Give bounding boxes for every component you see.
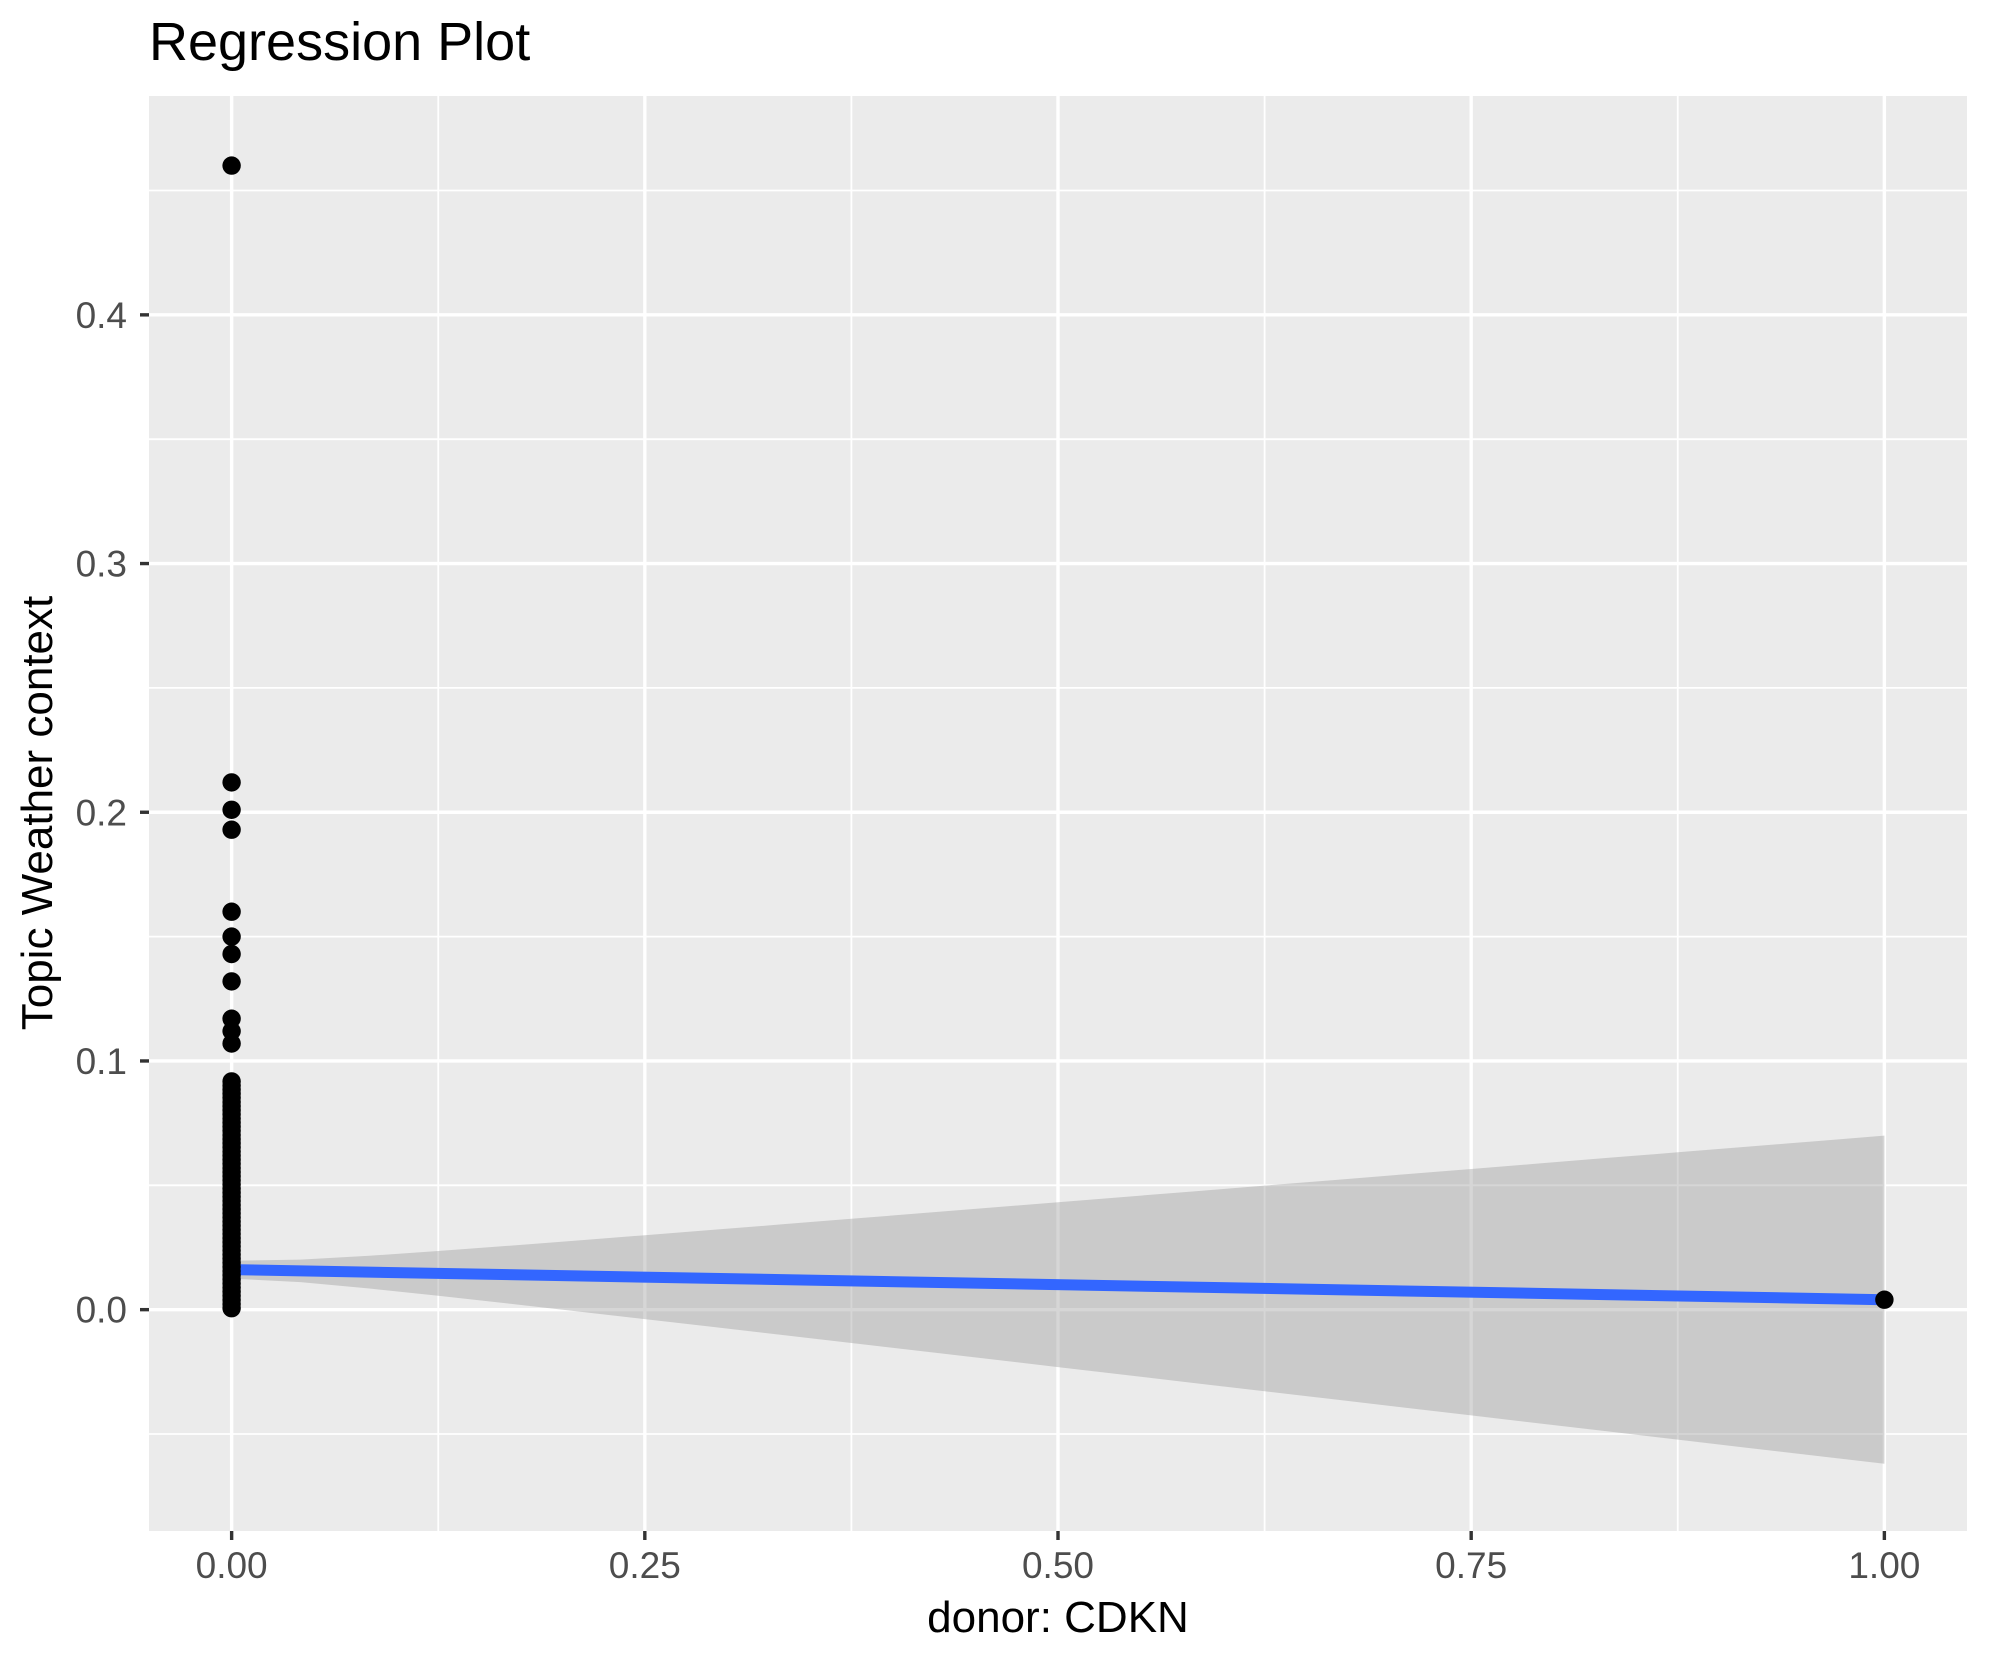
data-point — [222, 972, 241, 991]
x-tick-label: 0.50 — [1022, 1545, 1094, 1586]
y-axis-title: Topic Weather context — [13, 596, 62, 1031]
scatter-points — [222, 156, 1894, 1318]
x-tick-label: 0.00 — [196, 1545, 268, 1586]
x-axis-tick-labels: 0.00 0.25 0.50 0.75 1.00 — [196, 1545, 1921, 1586]
y-tick-label: 0.0 — [76, 1290, 127, 1331]
y-tick-label: 0.1 — [76, 1041, 127, 1082]
x-tick-label: 1.00 — [1848, 1545, 1920, 1586]
data-point — [222, 773, 241, 792]
y-tick-label: 0.2 — [76, 792, 127, 833]
axis-tick-marks — [140, 313, 1887, 1540]
y-axis-tick-labels: 0.0 0.1 0.2 0.3 0.4 — [76, 295, 127, 1331]
data-point — [222, 902, 241, 921]
y-tick-label: 0.3 — [76, 544, 127, 585]
data-point — [222, 1034, 241, 1053]
regression-line — [231, 1264, 1885, 1306]
data-point — [1875, 1290, 1894, 1309]
plot-title: Regression Plot — [149, 12, 530, 72]
data-point — [222, 800, 241, 819]
regression-line-segment — [231, 1264, 1885, 1306]
x-tick-label: 0.75 — [1435, 1545, 1507, 1586]
data-point — [222, 820, 241, 839]
data-point — [222, 944, 241, 964]
x-tick-label: 0.25 — [609, 1545, 681, 1586]
data-point — [222, 156, 241, 175]
confidence-band-area — [231, 1135, 1885, 1464]
data-point — [222, 927, 241, 946]
confidence-band — [231, 1135, 1885, 1464]
data-point — [222, 1072, 241, 1091]
y-tick-label: 0.4 — [76, 295, 127, 336]
x-axis-title: donor: CDKN — [927, 1593, 1189, 1642]
